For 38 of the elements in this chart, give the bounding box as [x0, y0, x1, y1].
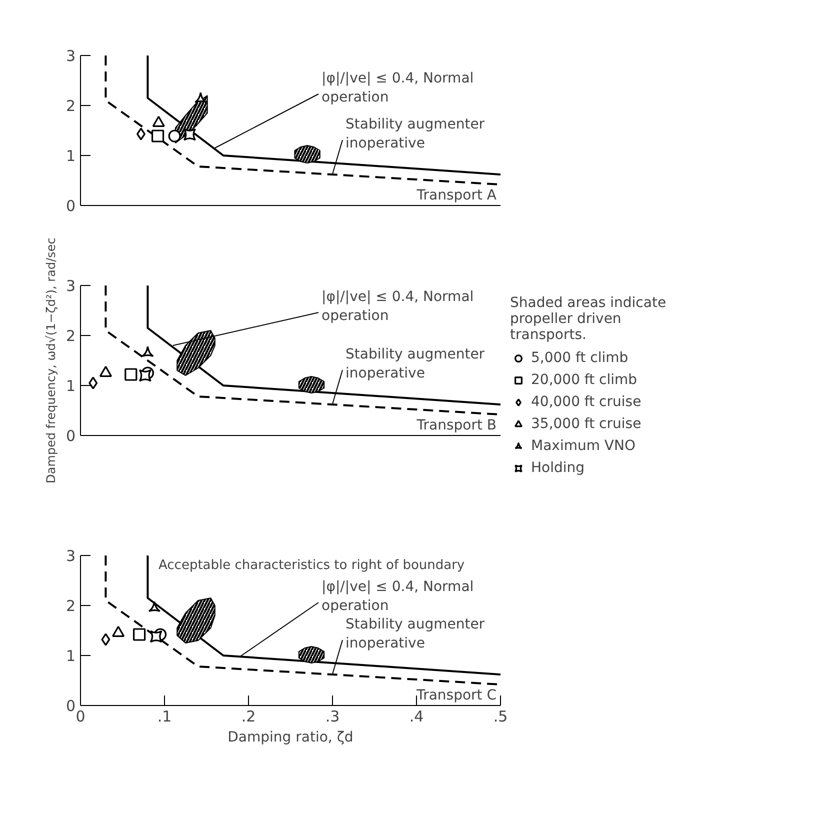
annotation: Stability augmenter inoperative: [346, 346, 485, 382]
y-tick-label: 1: [66, 377, 76, 395]
x-axis-title: Damping ratio, ζd: [228, 730, 354, 746]
y-tick-label: 2: [66, 597, 76, 615]
y-tick-label: 2: [66, 327, 76, 345]
legend-label: 20,000 ft climb: [531, 372, 638, 388]
legend-label: Holding: [531, 460, 585, 476]
text: Transport A: [416, 188, 497, 204]
annotation: |φ|/|ve| ≤ 0.4, Normal operation: [322, 288, 474, 324]
legend-title: Shaded areas indicate propeller driven transports.: [510, 295, 666, 343]
annotation: Acceptable characteristics to right of boundary: [158, 558, 465, 573]
y-tick-label: 3: [66, 547, 76, 565]
x-tick-label: .1: [157, 708, 172, 726]
y-tick-label: 2: [66, 97, 76, 115]
text: Transport C: [416, 688, 497, 704]
x-tick-label: .5: [493, 708, 508, 726]
annotation: Stability augmenter inoperative: [346, 116, 485, 152]
text: Transport B: [416, 418, 496, 434]
x-tick-label: .3: [325, 708, 340, 726]
x-tick-label: .4: [409, 708, 424, 726]
y-tick-label: 1: [66, 647, 76, 665]
y-tick-label: 0: [66, 197, 76, 215]
annotation: |φ|/|ve| ≤ 0.4, Normal operation: [322, 70, 474, 106]
line-series: [146, 286, 500, 406]
legend-label: Maximum VNO: [531, 438, 636, 454]
legend-label: 35,000 ft cruise: [531, 416, 642, 432]
y-tick-label: 3: [66, 277, 76, 295]
y-axis-title: Damped frequency, ωd√(1−ζd²), rad/sec: [44, 238, 58, 484]
y-tick-label: 3: [66, 47, 76, 65]
annotation: |φ|/|ve| ≤ 0.4, Normal operation: [322, 578, 474, 614]
y-tick-label: 0: [66, 427, 76, 445]
line-series: [146, 56, 500, 176]
y-tick-label: 1: [66, 147, 76, 165]
legend-label: 40,000 ft cruise: [531, 394, 642, 410]
x-tick-label: .2: [241, 708, 256, 726]
legend-label: 5,000 ft climb: [531, 350, 628, 366]
line-series: [146, 556, 500, 676]
annotation: Stability augmenter inoperative: [346, 616, 485, 652]
